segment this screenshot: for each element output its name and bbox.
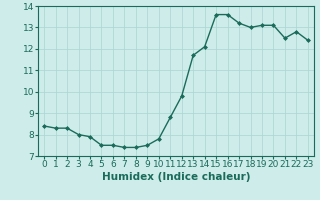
X-axis label: Humidex (Indice chaleur): Humidex (Indice chaleur) bbox=[102, 172, 250, 182]
